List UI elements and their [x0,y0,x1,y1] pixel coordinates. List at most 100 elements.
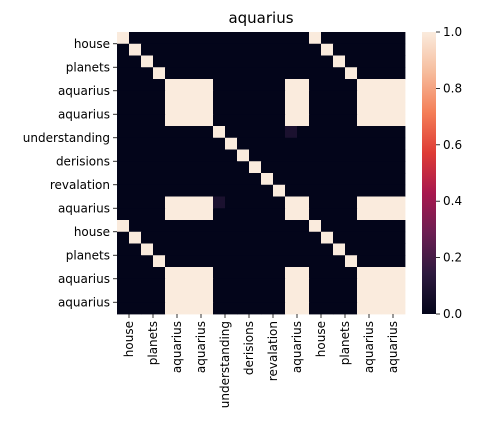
heatmap-cell [117,173,130,186]
heatmap-cell [273,67,286,80]
heatmap-cell [309,149,322,162]
heatmap-cell [189,137,202,150]
y-tick-label: aquarius [58,107,110,121]
heatmap-cell [345,43,358,56]
heatmap-cell [225,220,238,233]
heatmap-cell [189,302,202,315]
heatmap-cell [261,161,274,174]
heatmap-cell [393,267,406,280]
heatmap-cell [225,231,238,244]
heatmap-cell [129,173,142,186]
heatmap-cell [261,231,274,244]
heatmap-cell [333,243,346,256]
heatmap-cell [249,231,262,244]
heatmap-cell [117,302,130,315]
heatmap-cell [393,302,406,315]
heatmap-cell [213,32,226,45]
heatmap-cell [285,137,298,150]
colorbar-tick-label: 0.0 [443,307,462,321]
heatmap-cell [129,102,142,115]
heatmap-cell [285,278,298,291]
heatmap-cell [237,137,250,150]
heatmap-cell [249,220,262,233]
heatmap-cell [141,114,154,127]
heatmap-cell [225,55,238,68]
heatmap-cell [333,126,346,139]
heatmap-cell [381,196,394,209]
heatmap-cell [201,79,214,92]
heatmap-cell [201,184,214,197]
heatmap-cell [177,32,190,45]
heatmap-cell [117,231,130,244]
heatmap-cell [321,126,334,139]
heatmap-cell [177,196,190,209]
heatmap-cell [285,102,298,115]
heatmap-cell [273,243,286,256]
heatmap-cell [177,220,190,233]
heatmap-cell [117,243,130,256]
heatmap-cell [261,149,274,162]
heatmap-cell [261,137,274,150]
heatmap-cell [165,196,178,209]
heatmap-cell [369,208,382,221]
heatmap-cell [117,126,130,139]
heatmap-cell [297,290,310,303]
heatmap-cell [165,149,178,162]
heatmap-cell [165,43,178,56]
heatmap-cell [201,290,214,303]
heatmap-cell [129,196,142,209]
heatmap-cell [141,173,154,186]
heatmap-cell [285,243,298,256]
heatmap-cell [189,267,202,280]
heatmap-cell [141,90,154,103]
heatmap-cell [261,67,274,80]
heatmap-cell [177,278,190,291]
heatmap-cell [321,55,334,68]
heatmap-cell [129,114,142,127]
heatmap-cell [357,267,370,280]
heatmap-cell [237,161,250,174]
heatmap-cell [141,255,154,268]
heatmap-cell [141,55,154,68]
heatmap-cell [261,173,274,186]
heatmap-cell [201,173,214,186]
heatmap-cell [153,290,166,303]
heatmap-cell [333,90,346,103]
heatmap-cell [213,184,226,197]
heatmap-cell [225,114,238,127]
heatmap-cell [249,173,262,186]
heatmap-cell [357,114,370,127]
heatmap-cell [321,79,334,92]
heatmap-cell [369,196,382,209]
heatmap-cell [261,114,274,127]
heatmap-cell [321,302,334,315]
heatmap-cell [189,32,202,45]
heatmap-cell [369,302,382,315]
heatmap-cell [189,126,202,139]
heatmap-cell [165,114,178,127]
heatmap-cell [153,173,166,186]
heatmap-cell [381,231,394,244]
heatmap-cell [333,231,346,244]
heatmap-cell [381,126,394,139]
heatmap-cell [129,90,142,103]
heatmap-cell [153,149,166,162]
heatmap-cell [261,290,274,303]
colorbar-tick-label: 1.0 [443,25,462,39]
heatmap-cell [333,208,346,221]
heatmap-cell [309,302,322,315]
heatmap-cell [357,208,370,221]
heatmap-cell [273,79,286,92]
heatmap-cell [129,55,142,68]
heatmap-cell [225,278,238,291]
heatmap-cell [273,255,286,268]
heatmap-cell [177,67,190,80]
heatmap-cell [369,220,382,233]
heatmap-cell [285,173,298,186]
heatmap-cell [141,267,154,280]
heatmap-cell [381,32,394,45]
heatmap-cell [297,243,310,256]
heatmap-cell [213,149,226,162]
heatmap-cell [129,149,142,162]
heatmap-cell [165,231,178,244]
